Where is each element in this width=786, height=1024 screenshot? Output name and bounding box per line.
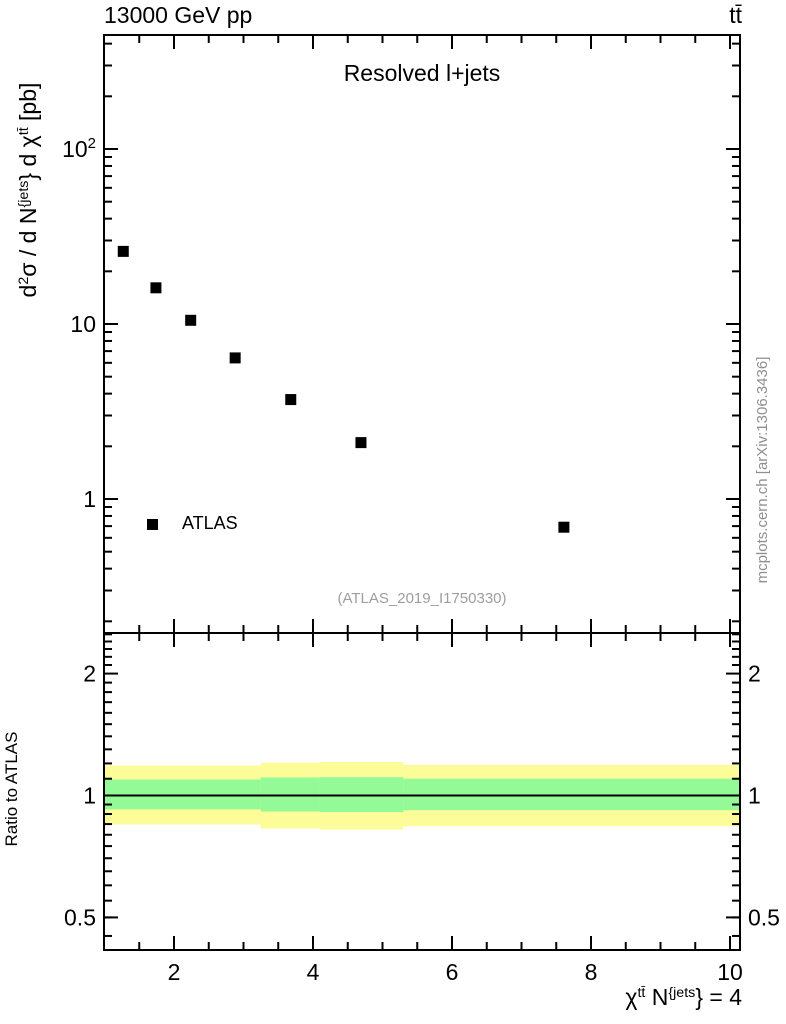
- y-tick-label: 10: [70, 311, 96, 337]
- site-attribution-label: mcplots.cern.ch [arXiv:1306.3436]: [754, 356, 771, 584]
- data-point: [229, 352, 241, 364]
- x-tick-label: 2: [168, 959, 181, 985]
- y-tick-label: 102: [62, 135, 96, 162]
- data-series-ATLAS: [117, 245, 570, 533]
- ratio-tick-label-left: 2: [83, 661, 96, 687]
- data-point: [355, 437, 367, 449]
- x-tick-label: 4: [307, 959, 320, 985]
- x-tick-label: 10: [717, 959, 743, 985]
- beam-energy-label: 13000 GeV pp: [104, 2, 253, 28]
- data-point: [150, 282, 162, 294]
- analysis-watermark: (ATLAS_2019_I1750330): [337, 590, 507, 607]
- legend-marker-icon: [147, 519, 158, 530]
- ratio-tick-label-right: 2: [748, 661, 761, 687]
- ratio-green-band: [104, 777, 741, 813]
- green-band-segment: [260, 777, 320, 812]
- ratio-axis-label: Ratio to ATLAS: [2, 731, 21, 847]
- y-axis-label: d2σ / d N{jets} d χtt̄ [pb]: [15, 82, 41, 298]
- process-label: tt̄: [729, 2, 742, 28]
- axis-ticks: [104, 35, 740, 950]
- ratio-tick-label-right: 1: [748, 783, 761, 809]
- ratio-tick-label-left: 1: [83, 783, 96, 809]
- data-point: [558, 521, 570, 533]
- x-axis-label: χtt̄ N{jets} = 4: [625, 984, 742, 1010]
- ratio-tick-label-left: 0.5: [64, 904, 96, 930]
- panel-title: Resolved l+jets: [343, 60, 501, 86]
- data-point: [185, 314, 197, 326]
- data-point: [117, 245, 129, 257]
- x-tick-label: 8: [585, 959, 598, 985]
- main-panel-frame: [103, 34, 741, 634]
- ratio-panel-frame: [103, 632, 741, 951]
- ratio-tick-label-right: 0.5: [748, 904, 780, 930]
- tick-labels: 2 4 6 8 10 1 10 102 0.5 0.5 1 1 2 2: [62, 135, 780, 985]
- x-tick-label: 6: [446, 959, 459, 985]
- data-point: [285, 394, 297, 406]
- green-band-segment: [403, 778, 741, 811]
- green-band-segment: [104, 779, 261, 810]
- legend-label: ATLAS: [182, 513, 238, 533]
- y-tick-label: 1: [83, 486, 96, 512]
